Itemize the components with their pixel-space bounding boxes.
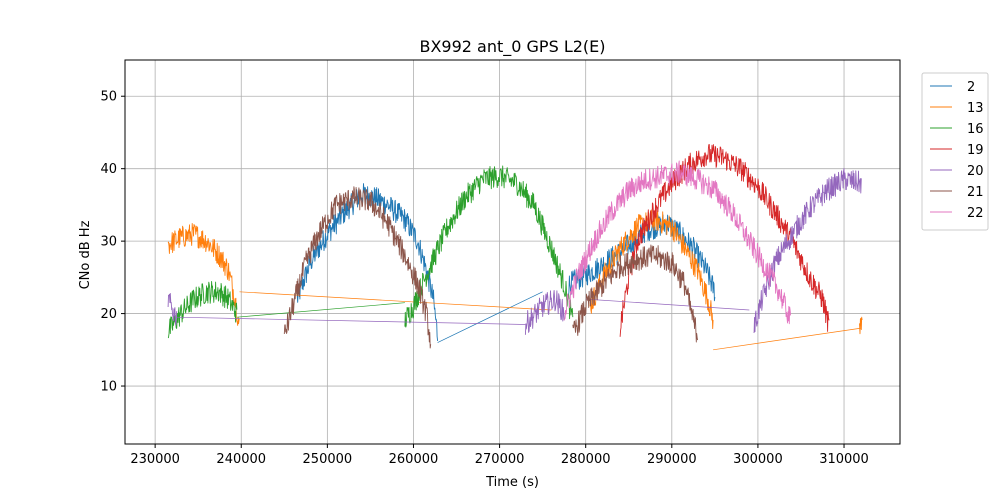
legend-label: 13 xyxy=(967,101,984,116)
series-line xyxy=(167,292,178,326)
series-line xyxy=(167,223,240,326)
x-tick-label: 230000 xyxy=(130,452,180,467)
series-line xyxy=(713,327,862,351)
legend-item: 20 xyxy=(930,164,984,179)
chart-title: BX992 ant_0 GPS L2(E) xyxy=(419,37,605,57)
x-tick-label: 280000 xyxy=(561,452,611,467)
y-tick-label: 40 xyxy=(100,162,117,177)
series-line xyxy=(236,302,405,318)
series-line xyxy=(563,160,792,325)
legend-item: 22 xyxy=(930,206,984,221)
x-tick-label: 250000 xyxy=(303,452,353,467)
series-21 xyxy=(283,186,699,349)
series-line xyxy=(859,316,863,335)
series-line xyxy=(167,281,238,339)
series-layer xyxy=(167,144,863,351)
y-tick-label: 50 xyxy=(100,90,117,105)
x-tick-label: 290000 xyxy=(647,452,697,467)
x-tick-label: 270000 xyxy=(475,452,525,467)
x-tick-label: 260000 xyxy=(389,452,439,467)
series-line xyxy=(176,316,526,325)
x-axis-label: Time (s) xyxy=(485,475,539,490)
series-22 xyxy=(563,160,792,325)
y-tick-label: 10 xyxy=(100,380,117,395)
legend-label: 21 xyxy=(967,185,984,200)
series-line xyxy=(283,186,432,349)
x-tick-label: 300000 xyxy=(733,452,783,467)
series-line xyxy=(585,298,750,311)
y-axis-label: CNo dB Hz xyxy=(78,220,93,289)
x-axis: 230000 240000 250000 260000 270000 280000 2900… xyxy=(130,444,869,467)
series-line xyxy=(524,289,565,335)
legend-label: 19 xyxy=(967,143,984,158)
legend-label: 20 xyxy=(967,164,984,179)
series-13 xyxy=(167,208,863,351)
legend-item: 16 xyxy=(930,122,984,137)
y-tick-label: 30 xyxy=(100,235,117,250)
series-line xyxy=(437,291,543,343)
legend-label: 16 xyxy=(967,122,984,137)
series-line xyxy=(753,168,862,334)
series-line xyxy=(619,144,830,337)
legend-label: 22 xyxy=(967,206,984,221)
series-19 xyxy=(619,144,830,337)
legend-item: 2 xyxy=(930,80,975,95)
series-16 xyxy=(167,165,574,339)
y-axis: 10 20 30 40 50 xyxy=(100,90,125,395)
x-tick-label: 240000 xyxy=(216,452,266,467)
legend-label: 2 xyxy=(967,80,975,95)
plot-area-frame xyxy=(124,59,901,445)
legend-item: 19 xyxy=(930,143,984,158)
series-line xyxy=(589,208,714,330)
series-line xyxy=(572,244,699,343)
legend-item: 13 xyxy=(930,101,984,116)
series-line xyxy=(404,165,574,328)
legend: 2 13 16 19 20 21 22 xyxy=(921,72,989,231)
legend-item: 21 xyxy=(930,185,984,200)
series-line xyxy=(239,291,552,311)
x-tick-label: 310000 xyxy=(819,452,869,467)
y-tick-label: 20 xyxy=(100,307,117,322)
